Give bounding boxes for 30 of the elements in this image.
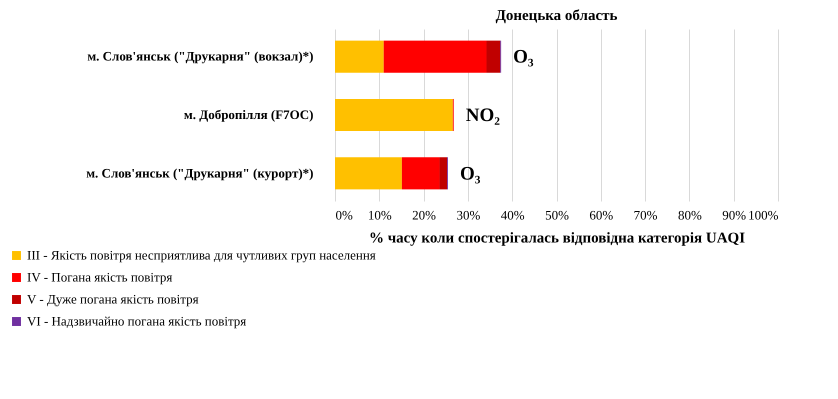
x-axis-title: % часу коли спостерігалась відповідна категорія UAQI [368, 230, 746, 246]
y-tick-label: м. Слов'янськ ("Друкарня" (курорт)*) [86, 165, 314, 180]
annotation: NO₂ [466, 105, 500, 126]
x-tick-label: 100% [748, 208, 779, 222]
x-tick-label: 60% [589, 208, 614, 222]
x-tick-label: 50% [545, 208, 570, 222]
bar [335, 157, 402, 190]
x-tick-label: 80% [678, 208, 702, 222]
x-tick-label: 30% [456, 208, 480, 222]
bar [402, 157, 440, 190]
legend-label: VI - Надзвичайно погана якість повітря [27, 314, 246, 328]
bar [486, 40, 500, 73]
chart-title: Донецька область [496, 8, 618, 24]
bar [440, 157, 448, 190]
x-tick-label: 20% [412, 208, 436, 222]
bar [384, 40, 487, 73]
legend-label: V - Дуже погана якість повітря [27, 292, 199, 306]
y-tick-label: м. Слов'янськ ("Друкарня" (вокзал)*) [87, 48, 314, 64]
x-tick-label: 90% [722, 208, 746, 222]
bar [335, 40, 384, 73]
x-tick-label: 0% [336, 208, 353, 222]
bar [335, 98, 453, 132]
x-tick-label: 70% [634, 208, 658, 222]
legend-label: IV - Погана якість повітря [27, 270, 172, 284]
x-tick-label: 10% [368, 208, 392, 222]
legend-label: III - Якість повітря несприятлива для чутливих груп населення [27, 248, 376, 262]
annotation: O₃ [460, 163, 481, 184]
x-tick-label: 40% [500, 208, 525, 222]
annotation: O₃ [513, 46, 534, 68]
y-tick-label: м. Добропілля (F7OC) [184, 107, 314, 122]
